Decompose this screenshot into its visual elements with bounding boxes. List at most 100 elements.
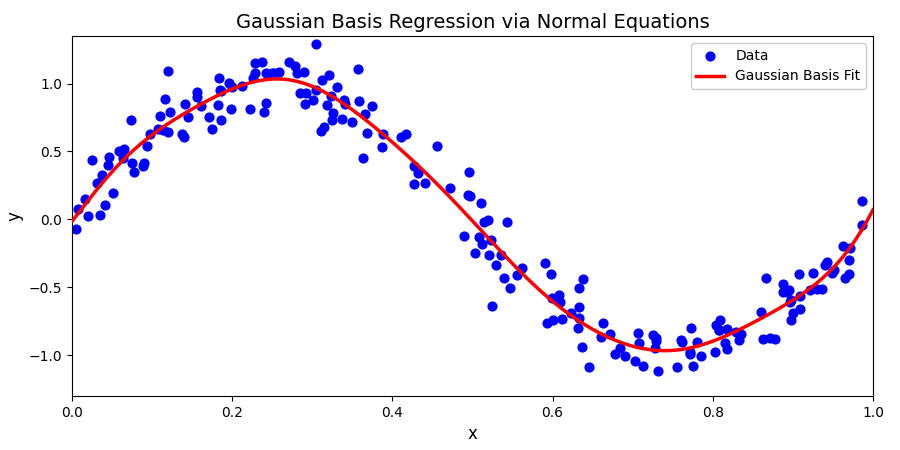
Data (707, 349, 722, 356)
Data (712, 326, 726, 333)
Gaussian Basis Fit (271, 76, 282, 81)
Data (815, 285, 830, 292)
Data (299, 90, 313, 97)
Data (682, 348, 697, 355)
Data (408, 163, 422, 170)
Data (266, 69, 281, 76)
Data (364, 102, 379, 109)
Data (603, 330, 617, 337)
Gaussian Basis Fit (545, 297, 556, 302)
Data (575, 276, 590, 283)
Data (338, 101, 353, 108)
Data (574, 344, 589, 351)
Data (793, 306, 807, 313)
Data (649, 338, 663, 345)
Data (410, 169, 425, 176)
Data (258, 70, 273, 77)
Data (689, 338, 704, 345)
Data (538, 260, 553, 267)
Data (81, 213, 95, 220)
Data (485, 303, 500, 310)
Data (708, 322, 723, 329)
Data (783, 298, 797, 306)
Data (554, 298, 568, 305)
Data (552, 291, 566, 298)
Data (407, 180, 421, 187)
Data (628, 358, 643, 365)
Data (712, 316, 726, 323)
Data (546, 316, 561, 324)
Title: Gaussian Basis Regression via Normal Equations: Gaussian Basis Regression via Normal Equ… (236, 13, 709, 32)
Data (593, 333, 608, 341)
Data (718, 340, 733, 347)
Data (842, 270, 856, 278)
Data (817, 261, 832, 269)
Data (482, 252, 496, 259)
Data (756, 335, 770, 342)
Data (156, 126, 170, 134)
Data (838, 274, 852, 282)
Data (337, 96, 351, 104)
Data (768, 335, 782, 342)
Data (151, 125, 166, 132)
Data (160, 128, 175, 135)
Data (214, 116, 229, 123)
Data (90, 180, 104, 187)
X-axis label: x: x (468, 425, 477, 443)
Data (69, 225, 84, 232)
Data (258, 99, 273, 107)
Data (359, 129, 374, 136)
Data (720, 346, 734, 353)
Data (247, 74, 261, 81)
Data (136, 162, 150, 169)
Data (324, 93, 338, 100)
Data (309, 40, 323, 48)
Data (418, 179, 432, 186)
Data (581, 363, 596, 370)
Data (670, 363, 684, 370)
Data (112, 148, 126, 155)
Line: Gaussian Basis Fit: Gaussian Basis Fit (72, 79, 873, 351)
Data (836, 243, 850, 250)
Data (608, 351, 622, 358)
Data (306, 97, 320, 104)
Data (759, 274, 773, 282)
Data (290, 69, 304, 76)
Gaussian Basis Fit (726, 331, 737, 336)
Data (137, 159, 151, 166)
Data (117, 145, 131, 152)
Data (399, 131, 413, 138)
Data (356, 154, 371, 162)
Data (374, 143, 389, 150)
Data (224, 105, 238, 112)
Data (481, 216, 495, 223)
Data (494, 251, 508, 258)
Data (143, 130, 157, 138)
Data (175, 130, 189, 137)
Legend: Data, Gaussian Basis Fit: Data, Gaussian Basis Fit (691, 43, 866, 89)
Data (202, 114, 216, 121)
Data (248, 70, 262, 77)
Data (70, 205, 85, 212)
Data (430, 143, 445, 150)
Data (443, 184, 457, 191)
Data (86, 156, 100, 163)
Gaussian Basis Fit (67, 219, 77, 224)
Gaussian Basis Fit (659, 348, 670, 353)
Data (314, 76, 328, 83)
Data (781, 286, 796, 293)
Data (776, 281, 790, 288)
Data (763, 334, 778, 342)
Data (376, 130, 391, 138)
Data (515, 264, 529, 271)
Data (326, 109, 340, 117)
Data (509, 271, 524, 278)
Data (783, 316, 797, 323)
Data (792, 293, 806, 300)
Data (288, 63, 302, 70)
Data (544, 294, 559, 302)
Data (283, 58, 297, 65)
Data (675, 339, 689, 346)
Data (163, 109, 177, 116)
Data (820, 258, 834, 265)
